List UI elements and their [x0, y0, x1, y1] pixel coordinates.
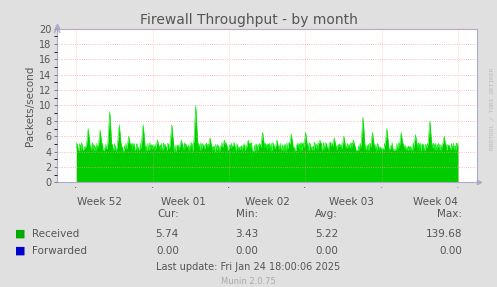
Text: 139.68: 139.68 — [426, 229, 462, 239]
Text: Week 52: Week 52 — [77, 197, 122, 207]
Y-axis label: Packets/second: Packets/second — [25, 65, 35, 146]
Text: Forwarded: Forwarded — [32, 246, 87, 256]
Text: Min:: Min: — [236, 209, 258, 219]
Text: Max:: Max: — [437, 209, 462, 219]
Text: 5.22: 5.22 — [315, 229, 338, 239]
Text: 0.00: 0.00 — [439, 246, 462, 256]
Text: 5.74: 5.74 — [156, 229, 179, 239]
Text: Avg:: Avg: — [315, 209, 338, 219]
Text: Last update: Fri Jan 24 18:00:06 2025: Last update: Fri Jan 24 18:00:06 2025 — [157, 263, 340, 272]
Text: Week 03: Week 03 — [329, 197, 374, 207]
Text: Firewall Throughput - by month: Firewall Throughput - by month — [140, 13, 357, 27]
Text: ■: ■ — [15, 246, 25, 256]
Text: Cur:: Cur: — [157, 209, 179, 219]
Text: Received: Received — [32, 229, 80, 239]
Text: Week 01: Week 01 — [161, 197, 206, 207]
Text: 0.00: 0.00 — [315, 246, 338, 256]
Text: 3.43: 3.43 — [235, 229, 258, 239]
Text: Munin 2.0.75: Munin 2.0.75 — [221, 277, 276, 286]
Text: 0.00: 0.00 — [236, 246, 258, 256]
Text: 0.00: 0.00 — [156, 246, 179, 256]
Text: RRDTOOL / TOBI OETIKER: RRDTOOL / TOBI OETIKER — [490, 68, 495, 150]
Text: ■: ■ — [15, 229, 25, 239]
Text: Week 04: Week 04 — [413, 197, 458, 207]
Text: Week 02: Week 02 — [245, 197, 290, 207]
